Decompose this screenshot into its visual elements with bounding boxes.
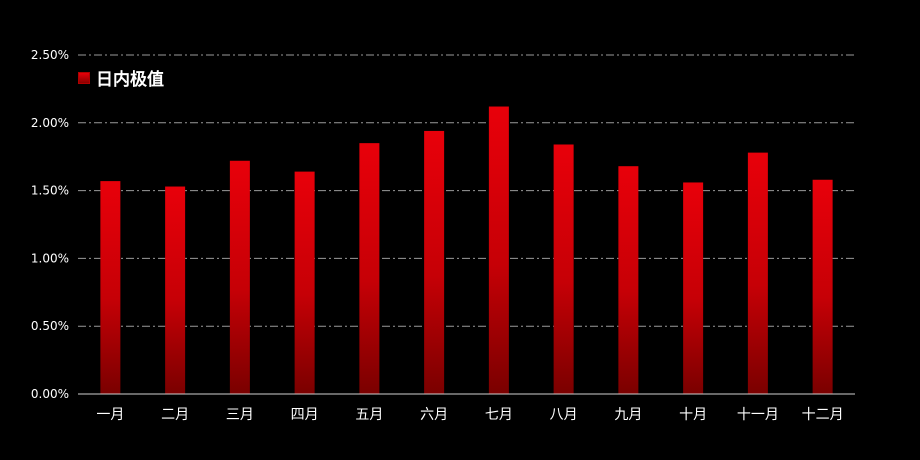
legend-swatch xyxy=(78,71,90,84)
x-tick-label: 三月 xyxy=(226,407,254,423)
x-tick-label: 二月 xyxy=(161,407,189,423)
x-tick-label: 九月 xyxy=(614,407,642,423)
bar[interactable] xyxy=(359,143,380,394)
x-tick-label: 六月 xyxy=(420,407,448,423)
x-tick-label: 十二月 xyxy=(802,407,844,423)
x-tick-label: 十月 xyxy=(679,407,707,423)
bar[interactable] xyxy=(488,106,509,394)
chart-legend[interactable]: 日内极值 xyxy=(78,65,164,90)
bar[interactable] xyxy=(294,171,315,394)
bar[interactable] xyxy=(812,179,833,394)
bar[interactable] xyxy=(165,186,186,394)
bar[interactable] xyxy=(229,160,250,394)
x-tick-label: 一月 xyxy=(96,407,124,423)
legend-label: 日内极值 xyxy=(96,70,164,90)
x-tick-label: 七月 xyxy=(485,407,513,423)
x-tick-label: 五月 xyxy=(355,407,383,423)
grid-lines xyxy=(78,54,855,327)
x-tick-label: 四月 xyxy=(291,407,319,423)
y-tick-label: 2.50% xyxy=(31,48,69,62)
y-tick-label: 0.00% xyxy=(31,387,69,401)
x-tick-label: 八月 xyxy=(550,407,578,423)
bar[interactable] xyxy=(618,166,639,394)
bar[interactable] xyxy=(553,144,574,394)
x-tick-label: 十一月 xyxy=(737,407,779,423)
bar[interactable] xyxy=(100,181,121,394)
y-tick-label: 1.50% xyxy=(31,184,69,198)
bar[interactable] xyxy=(747,152,768,394)
y-tick-label: 1.00% xyxy=(31,251,69,265)
bar[interactable] xyxy=(424,130,445,394)
y-tick-label: 2.00% xyxy=(31,116,69,130)
bars xyxy=(100,106,833,394)
y-axis-ticks: 0.00% 0.50% 1.00% 1.50% 2.00% 2.50% xyxy=(31,48,69,401)
bar[interactable] xyxy=(683,182,704,394)
x-axis-ticks: 一月 二月 三月 四月 五月 六月 七月 八月 九月 十月 十一月 十二月 xyxy=(96,407,843,423)
y-tick-label: 0.50% xyxy=(31,319,69,333)
